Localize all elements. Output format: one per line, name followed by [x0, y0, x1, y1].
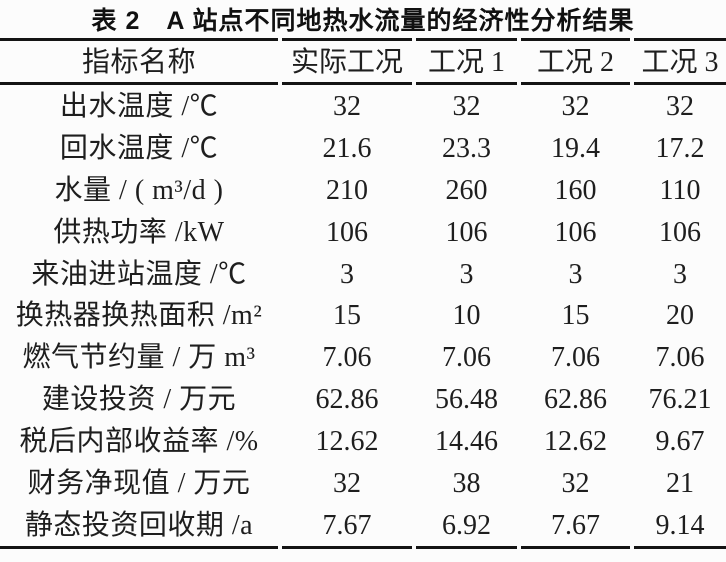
cell-value: 32	[666, 90, 694, 121]
rule-segment	[282, 545, 412, 549]
row-label: 回水温度 /℃	[59, 132, 219, 163]
cell-value: 20	[666, 300, 694, 331]
table-row: 供热功率 /kW 106 106 106 106	[0, 211, 726, 253]
cell-value: 14.46	[435, 426, 498, 457]
table-row: 财务净现值 / 万元 32 38 32 21	[0, 462, 726, 504]
cell-value: 9.67	[655, 426, 705, 457]
table-row: 燃气节约量 / 万 m³ 7.06 7.06 7.06 7.06	[0, 336, 726, 378]
cell-value: 7.06	[322, 342, 372, 373]
table-header-row: 指标名称 实际工况 工况 1 工况 2 工况 3	[0, 41, 726, 82]
cell-value: 7.06	[551, 342, 600, 373]
rule-segment	[521, 82, 630, 85]
cell-value: 3	[459, 258, 474, 289]
cell-value: 6.92	[442, 509, 491, 540]
cell-value: 76.21	[648, 384, 712, 415]
cell-value: 32	[333, 90, 361, 121]
cell-value: 62.86	[315, 384, 379, 415]
cell-value: 17.2	[655, 132, 705, 163]
rule-segment	[634, 545, 726, 549]
cell-value: 12.62	[544, 426, 607, 457]
table-row: 回水温度 /℃ 21.6 23.3 19.4 17.2	[0, 127, 726, 169]
cell-value: 32	[561, 90, 590, 121]
cell-value: 7.67	[551, 509, 600, 540]
cell-value: 7.67	[322, 509, 372, 540]
table-rule-bottom	[0, 545, 726, 549]
table-row: 换热器换热面积 /m² 15 10 15 20	[0, 294, 726, 336]
cell-value: 9.14	[655, 509, 705, 540]
cell-value: 7.06	[442, 342, 491, 373]
cell-value: 56.48	[435, 384, 498, 415]
cell-value: 3	[568, 258, 583, 289]
cell-value: 32	[452, 90, 481, 121]
row-label: 财务净现值 / 万元	[27, 467, 251, 498]
cell-value: 38	[452, 467, 481, 498]
cell-value: 160	[554, 174, 597, 205]
rule-segment	[521, 545, 630, 549]
cell-value: 23.3	[442, 132, 491, 163]
cell-value: 210	[326, 174, 368, 205]
cell-value: 3	[673, 258, 687, 289]
row-label: 供热功率 /kW	[53, 216, 225, 247]
table-rule-top	[0, 38, 726, 41]
row-label: 水量 / ( m³/d )	[54, 174, 224, 205]
cell-value: 260	[445, 174, 488, 205]
table-caption-row: 表 2 A 站点不同地热水流量的经济性分析结果	[0, 0, 726, 38]
row-label: 燃气节约量 / 万 m³	[22, 342, 256, 373]
cell-value: 3	[340, 258, 354, 289]
row-label: 出水温度 /℃	[59, 90, 219, 121]
rule-segment	[416, 38, 517, 41]
table-row: 出水温度 /℃ 32 32 32 32	[0, 85, 726, 127]
cell-value: 15	[561, 300, 590, 331]
cell-value: 15	[333, 300, 361, 331]
rule-segment	[282, 38, 412, 41]
cell-value: 110	[659, 174, 701, 205]
header-cell-indicator: 指标名称	[81, 46, 196, 77]
cell-value: 32	[561, 467, 590, 498]
cell-value: 7.06	[655, 342, 705, 373]
table-row: 税后内部收益率 /% 12.62 14.46 12.62 9.67	[0, 420, 726, 462]
header-cell-case: 工况 2	[536, 46, 614, 77]
cell-value: 19.4	[551, 132, 600, 163]
cell-value: 10	[452, 300, 481, 331]
row-label: 换热器换热面积 /m²	[15, 300, 263, 331]
row-label: 建设投资 / 万元	[41, 384, 237, 415]
cell-value: 106	[326, 216, 368, 247]
table-body: 出水温度 /℃ 32 32 32 32 回水温度 /℃ 21.6 23.3 19.4 17.2 水量…	[0, 85, 726, 546]
rule-segment	[0, 545, 278, 549]
header-cell-case: 工况 3	[641, 46, 719, 77]
row-label: 税后内部收益率 /%	[19, 426, 259, 457]
cell-value: 106	[445, 216, 488, 247]
rule-segment	[521, 38, 630, 41]
table-row: 来油进站温度 /℃ 3 3 3 3	[0, 253, 726, 295]
rule-segment	[0, 82, 278, 85]
cell-value: 21	[666, 467, 694, 498]
cell-value: 106	[659, 216, 701, 247]
rule-segment	[416, 82, 517, 85]
rule-segment	[634, 38, 726, 41]
row-label: 来油进站温度 /℃	[31, 258, 247, 289]
rule-segment	[282, 82, 412, 85]
table-title: 表 2 A 站点不同地热水流量的经济性分析结果	[91, 7, 635, 35]
table-row: 静态投资回收期 /a 7.67 6.92 7.67 9.14	[0, 504, 726, 546]
table-row: 建设投资 / 万元 62.86 56.48 62.86 76.21	[0, 378, 726, 420]
table-rule-header	[0, 82, 726, 85]
header-cell-case: 实际工况	[290, 46, 403, 77]
cell-value: 12.62	[315, 426, 379, 457]
cell-value: 62.86	[544, 384, 607, 415]
rule-segment	[416, 545, 517, 549]
cell-value: 21.6	[322, 132, 372, 163]
header-cell-case: 工况 1	[427, 46, 505, 77]
rule-segment	[634, 82, 726, 85]
cell-value: 106	[554, 216, 597, 247]
table-row: 水量 / ( m³/d ) 210 260 160 110	[0, 169, 726, 211]
cell-value: 32	[333, 467, 361, 498]
rule-segment	[0, 38, 278, 41]
row-label: 静态投资回收期 /a	[24, 509, 254, 540]
